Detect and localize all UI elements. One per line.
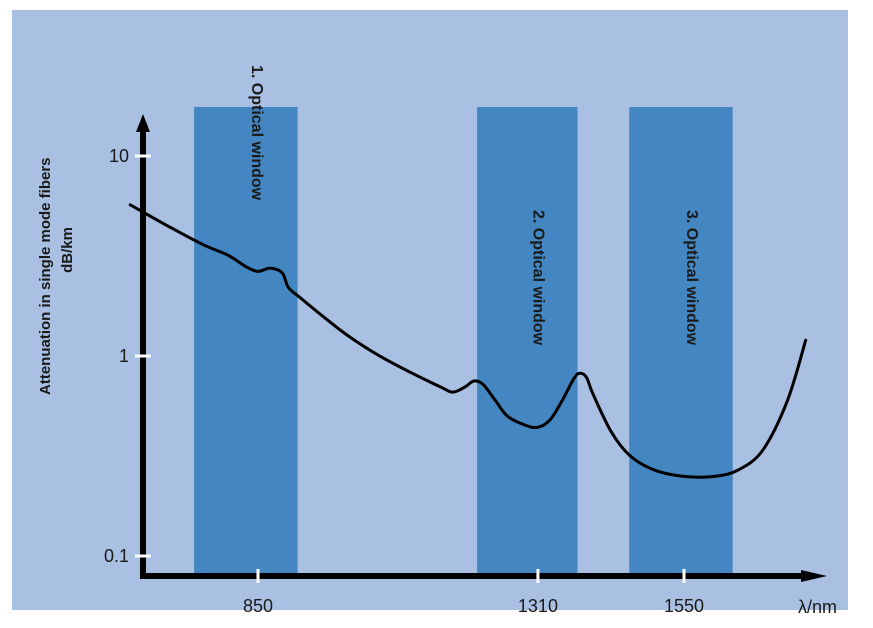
- optical-window-label-1: 1. Optical window: [248, 65, 265, 201]
- y-tick-label-10: 10: [109, 146, 129, 166]
- x-axis-arrow: [801, 570, 827, 582]
- tick-labels: 0.1 1 10 850 1310 1550: [104, 146, 704, 616]
- y-tick-label-1: 1: [119, 346, 129, 366]
- optical-window-band-1: [194, 107, 298, 576]
- y-axis-title: Attenuation in single mode fibers: [37, 157, 54, 395]
- optical-window-band-3: [629, 107, 733, 576]
- optical-window-band-2: [477, 107, 578, 576]
- x-tick-label-850: 850: [243, 596, 273, 616]
- optical-window-label-3: 3. Optical window: [683, 210, 700, 346]
- y-axis-unit: dB/km: [59, 227, 76, 273]
- y-axis-arrow: [136, 114, 150, 132]
- attenuation-curve: [128, 203, 808, 479]
- attenuation-curve-layer: [128, 203, 808, 479]
- x-axis-title: λ/nm: [798, 597, 837, 617]
- x-tick-label-1550: 1550: [664, 596, 704, 616]
- axes: [135, 114, 827, 583]
- x-tick-label-1310: 1310: [518, 596, 558, 616]
- optical-window-label-2: 2. Optical window: [529, 210, 546, 346]
- optical-windows: 1. Optical window 2. Optical window 3. Opt…: [194, 65, 733, 576]
- y-tick-label-0.1: 0.1: [104, 546, 129, 566]
